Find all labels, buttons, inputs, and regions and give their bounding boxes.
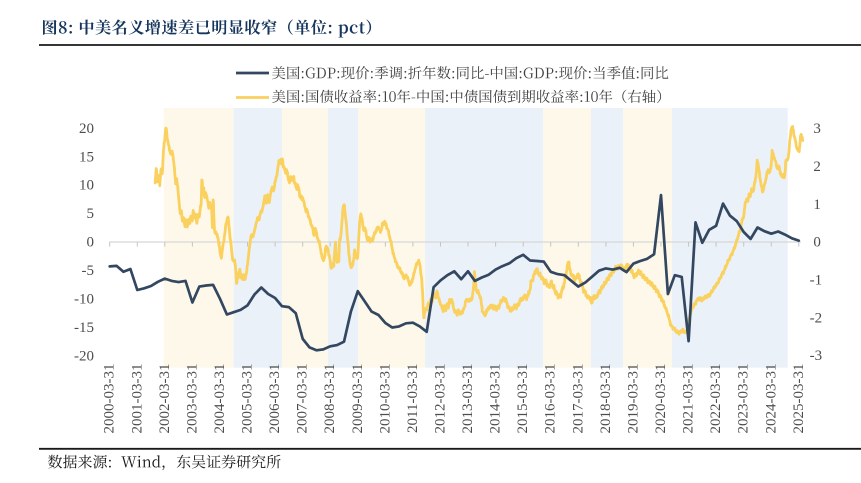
svg-text:2016-03-31: 2016-03-31 <box>543 364 559 434</box>
svg-text:2023-03-31: 2023-03-31 <box>736 364 752 434</box>
svg-text:2010-03-31: 2010-03-31 <box>377 364 393 434</box>
svg-text:2011-03-31: 2011-03-31 <box>405 364 421 433</box>
svg-text:2022-03-31: 2022-03-31 <box>708 364 724 434</box>
svg-text:-3: -3 <box>810 348 823 364</box>
svg-text:2018-03-31: 2018-03-31 <box>598 364 614 434</box>
svg-text:2025-03-31: 2025-03-31 <box>791 364 807 434</box>
svg-text:0: 0 <box>87 235 95 251</box>
svg-text:2008-03-31: 2008-03-31 <box>322 364 338 434</box>
svg-text:-10: -10 <box>74 291 94 307</box>
svg-text:2007-03-31: 2007-03-31 <box>295 364 311 434</box>
svg-text:2006-03-31: 2006-03-31 <box>267 364 283 434</box>
svg-text:2015-03-31: 2015-03-31 <box>515 364 531 434</box>
svg-text:2020-03-31: 2020-03-31 <box>653 364 669 434</box>
svg-text:2012-03-31: 2012-03-31 <box>433 364 449 434</box>
svg-text:2003-03-31: 2003-03-31 <box>184 364 200 434</box>
svg-text:3: 3 <box>813 121 821 137</box>
svg-text:0: 0 <box>813 235 821 251</box>
svg-text:5: 5 <box>87 206 95 222</box>
svg-text:2: 2 <box>813 159 821 175</box>
svg-text:-5: -5 <box>82 263 95 279</box>
svg-text:2000-03-31: 2000-03-31 <box>102 364 118 434</box>
svg-text:2021-03-31: 2021-03-31 <box>681 364 697 434</box>
svg-text:2014-03-31: 2014-03-31 <box>488 363 504 433</box>
svg-text:2013-03-31: 2013-03-31 <box>460 364 476 434</box>
svg-text:2004-03-31: 2004-03-31 <box>212 364 228 434</box>
svg-text:-20: -20 <box>74 348 94 364</box>
svg-text:10: 10 <box>79 178 94 194</box>
svg-text:-15: -15 <box>74 320 94 336</box>
svg-text:-2: -2 <box>810 310 823 326</box>
svg-text:2009-03-31: 2009-03-31 <box>350 364 366 434</box>
svg-text:2005-03-31: 2005-03-31 <box>240 364 256 434</box>
svg-text:2019-03-31: 2019-03-31 <box>625 364 641 434</box>
svg-text:20: 20 <box>79 121 94 137</box>
svg-text:2017-03-31: 2017-03-31 <box>570 364 586 434</box>
svg-text:15: 15 <box>79 149 94 165</box>
svg-text:2001-03-31: 2001-03-31 <box>129 364 145 434</box>
svg-text:2002-03-31: 2002-03-31 <box>157 364 173 434</box>
svg-text:2024-03-31: 2024-03-31 <box>763 364 779 434</box>
svg-text:1: 1 <box>813 197 821 213</box>
svg-text:-1: -1 <box>810 273 823 289</box>
